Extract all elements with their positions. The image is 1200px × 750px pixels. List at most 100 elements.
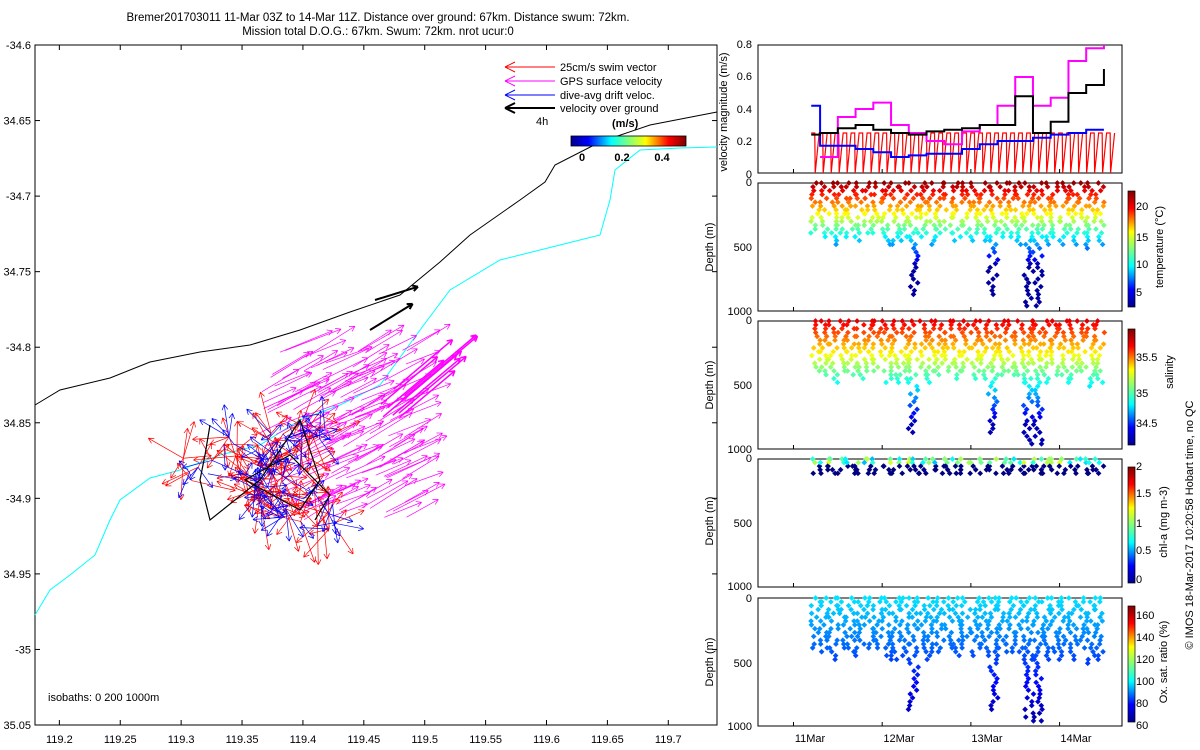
salinity-point (1009, 333, 1016, 340)
oxygen-point (1051, 648, 1058, 655)
salinity-point (861, 337, 868, 344)
salinity-point (977, 318, 983, 324)
temperature-point (1025, 256, 1031, 263)
oxygen-point (879, 606, 885, 613)
temperature-point (926, 195, 933, 202)
salinity-point (823, 360, 829, 367)
oxygen-point (926, 602, 933, 609)
salinity-point (1028, 337, 1034, 344)
map-ytick-label: -34.6 (6, 40, 31, 52)
salinity-point (926, 364, 932, 370)
temperature-point (1046, 203, 1053, 209)
salinity-point (882, 356, 889, 363)
temperature-point (808, 195, 815, 202)
salinity-point (958, 352, 965, 359)
temperature-point (982, 237, 989, 244)
temperature-point (1070, 218, 1077, 225)
temperature-point (1045, 241, 1052, 248)
temperature-point (1049, 222, 1056, 229)
temperature-point (890, 195, 897, 202)
temperature-point (821, 230, 828, 236)
map-ytick-label: -34.8 (6, 342, 31, 354)
salinity-point (1079, 325, 1085, 332)
oxygen-point (1006, 599, 1013, 605)
oxygen-point (925, 633, 931, 640)
temperature-point (915, 230, 921, 236)
oxygen-point (924, 610, 931, 617)
oxygen-point (1010, 602, 1017, 609)
temperature-point (913, 249, 919, 255)
temperature-point (968, 184, 975, 190)
salinity-point (1030, 421, 1037, 428)
oxygen-point (952, 648, 959, 655)
oxygen-point (993, 641, 1000, 647)
map-frame (34, 44, 718, 726)
ox-cbar-label: Ox. sat. ratio (%) (1158, 621, 1170, 704)
swim-vector-arrow (303, 528, 330, 558)
drift-velocity-arrow (245, 462, 253, 474)
temperature-point (928, 241, 935, 248)
oxygen-point (1045, 645, 1052, 651)
salinity-point (897, 371, 903, 378)
velocity-series-line (811, 104, 1104, 158)
temperature-point (881, 180, 887, 186)
salinity-point (1036, 329, 1043, 336)
temperature-point (1100, 203, 1107, 209)
salinity-point (834, 379, 841, 386)
temperature-point (971, 187, 978, 194)
temperature-point (928, 180, 935, 186)
temperature-point (973, 230, 980, 236)
temperature-point (986, 253, 992, 259)
oxygen-point (1049, 606, 1055, 613)
oxygen-point (893, 614, 899, 621)
gps-velocity-arrow (326, 413, 373, 444)
salinity-point (1043, 352, 1049, 359)
drift-velocity-arrow (257, 465, 274, 475)
oxygen-point (864, 602, 871, 609)
temperature-point (1060, 233, 1067, 240)
salinity-point (952, 337, 959, 344)
oxygen-point (988, 668, 995, 674)
temperature-point (894, 207, 901, 213)
oxygen-point (929, 625, 935, 632)
temperature-point (873, 210, 880, 217)
salinity-point (932, 368, 939, 374)
temperature-point (1030, 268, 1037, 275)
salinity-point (998, 356, 1005, 363)
salinity-point (1049, 360, 1055, 367)
oxygen-point (977, 602, 984, 609)
salinity-point (832, 337, 838, 344)
temperature-point (932, 233, 939, 240)
chla-point (1058, 456, 1065, 462)
salinity-point (1029, 398, 1035, 405)
oxygen-point (930, 599, 936, 605)
salinity-point (885, 337, 891, 344)
oxygen-point (1016, 610, 1022, 617)
salinity-point (1041, 371, 1048, 378)
temperature-point (879, 187, 886, 194)
oxygen-point (961, 599, 968, 605)
temperature-point (904, 191, 911, 198)
oxygen-point (826, 614, 832, 621)
temperature-point (1012, 214, 1018, 221)
oxygen-point (913, 648, 920, 655)
salinity-point (973, 325, 980, 332)
salinity-point (1040, 341, 1047, 347)
temperature-point (1024, 210, 1030, 217)
legend-drift-label: dive-avg drift veloc. (560, 90, 655, 102)
chla-point (972, 466, 979, 473)
gps-velocity-arrow (297, 405, 339, 431)
salinity-point (857, 371, 864, 378)
oxygen-point (921, 602, 928, 609)
drift-velocity-arrow (286, 422, 295, 437)
temperature-point (1057, 218, 1064, 225)
oxygen-point (1060, 618, 1067, 624)
oxygen-point (952, 610, 959, 617)
temperature-point (1002, 187, 1008, 194)
temperature-point (1031, 210, 1037, 217)
salinity-point (931, 348, 938, 355)
salinity-point (1059, 371, 1065, 378)
salinity-point (822, 322, 829, 328)
isobath-0m-line (34, 111, 718, 406)
salinity-point (1054, 371, 1060, 378)
